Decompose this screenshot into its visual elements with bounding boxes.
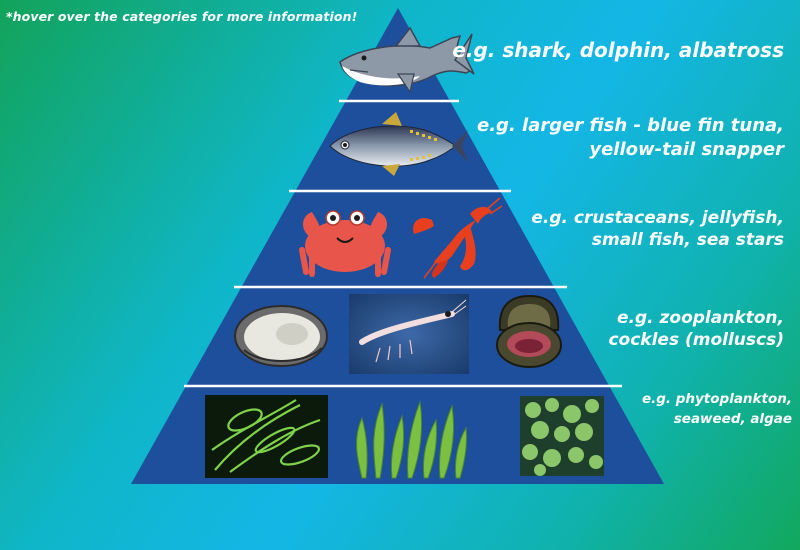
cockle-illustration <box>496 294 562 368</box>
krill-photo <box>349 294 469 374</box>
level-4-line-1: e.g. zooplankton, <box>616 308 784 328</box>
level-4-line-2: cockles (molluscs) <box>608 330 784 351</box>
seaweed-illustration <box>356 400 467 479</box>
level-1-examples: e.g. shark, dolphin, albatross <box>452 37 784 63</box>
phytoplankton-photo <box>205 395 328 478</box>
level-2-examples: e.g. larger fish - blue fin tuna, yellow… <box>477 114 784 162</box>
level-2-line-2: yellow-tail snapper <box>589 138 784 160</box>
level-5-line-2: seaweed, algae <box>673 410 792 427</box>
level-1-line-1: e.g. shark, dolphin, albatross <box>452 38 784 62</box>
level-2-line-1: e.g. larger fish - blue fin tuna, <box>477 115 784 136</box>
hover-hint: *hover over the categories for more info… <box>6 9 358 24</box>
crab-illustration <box>299 210 391 277</box>
level-4-examples: e.g. zooplankton, cockles (molluscs) <box>608 307 784 352</box>
level-3-line-2: small fish, sea stars <box>591 230 784 251</box>
lobster-illustration <box>413 197 503 279</box>
level-3-line-1: e.g. crustaceans, jellyfish, <box>531 208 784 228</box>
tuna-illustration <box>329 112 468 176</box>
level-3-examples: e.g. crustaceans, jellyfish, small fish,… <box>531 207 784 252</box>
level-5-line-1: e.g. phytoplankton, <box>641 391 792 407</box>
level-5-examples: e.g. phytoplankton, seaweed, algae <box>642 390 792 429</box>
tier-crustaceans[interactable] <box>234 191 567 287</box>
tier-dividers <box>184 99 622 388</box>
oyster-illustration <box>234 305 328 367</box>
shark-illustration <box>339 26 475 94</box>
algae-photo <box>520 396 604 476</box>
